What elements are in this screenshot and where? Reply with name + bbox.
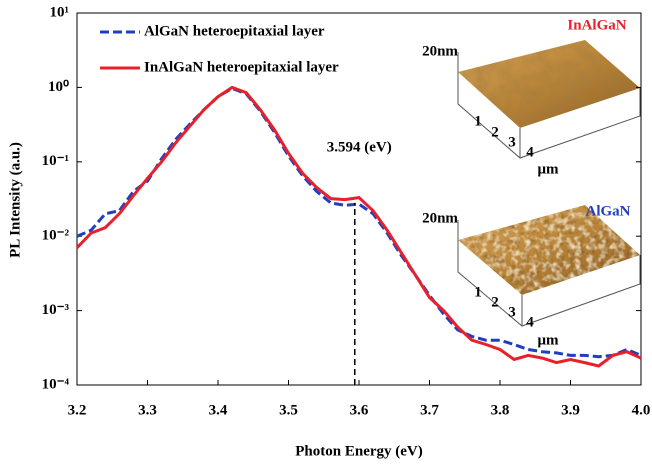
inset-tick-label: 1 [474,113,482,129]
x-tick-label: 3.2 [68,402,87,418]
inset-z-label: 20nm [422,210,458,226]
inset-tick-label: 2 [491,294,499,310]
x-tick-label: 3.4 [209,402,228,418]
inset-title: InAlGaN [567,17,626,33]
y-tick-label: 10⁻² [42,228,70,244]
inset-z-label: 20nm [422,43,458,59]
inset-title: AlGaN [586,203,631,219]
inset-tick-label: 1 [474,284,482,300]
x-tick-label: 3.3 [138,402,157,418]
y-tick-label: 10⁻³ [42,302,70,318]
inset-tick-label: 2 [491,124,499,140]
inset-surfaces [458,40,640,326]
inset-tick-label: 3 [508,304,516,320]
x-axis-title: Photon Energy (eV) [295,443,423,459]
legend-label: InAlGaN heteroepitaxial layer [144,59,339,75]
x-tick-label: 4.0 [632,402,651,418]
y-tick-label: 10⁻⁴ [42,376,70,392]
afm-surface [458,40,640,128]
chart: Photon Energy (eV) PL Intensity (a.u.) 1… [0,0,652,464]
inset-unit: μm [538,161,560,177]
y-tick-label: 10⁻¹ [42,153,69,169]
inset-tick-label: 4 [526,144,534,160]
y-tick-label: 10¹ [50,4,70,20]
inset-tick-label: 3 [508,134,516,150]
marker-label: 3.594 (eV) [327,139,392,155]
inset-unit: μm [538,332,560,348]
x-tick-label: 3.6 [350,402,369,418]
x-tick-label: 3.5 [279,402,298,418]
legend-label: AlGaN heteroepitaxial layer [144,23,325,39]
inset-tick-label: 4 [526,314,534,330]
y-axis-title: PL Intensity (a.u.) [7,142,23,258]
x-tick-label: 3.8 [491,402,510,418]
x-tick-label: 3.9 [561,402,580,418]
y-tick-label: 10⁰ [48,79,69,95]
x-tick-label: 3.7 [420,402,439,418]
